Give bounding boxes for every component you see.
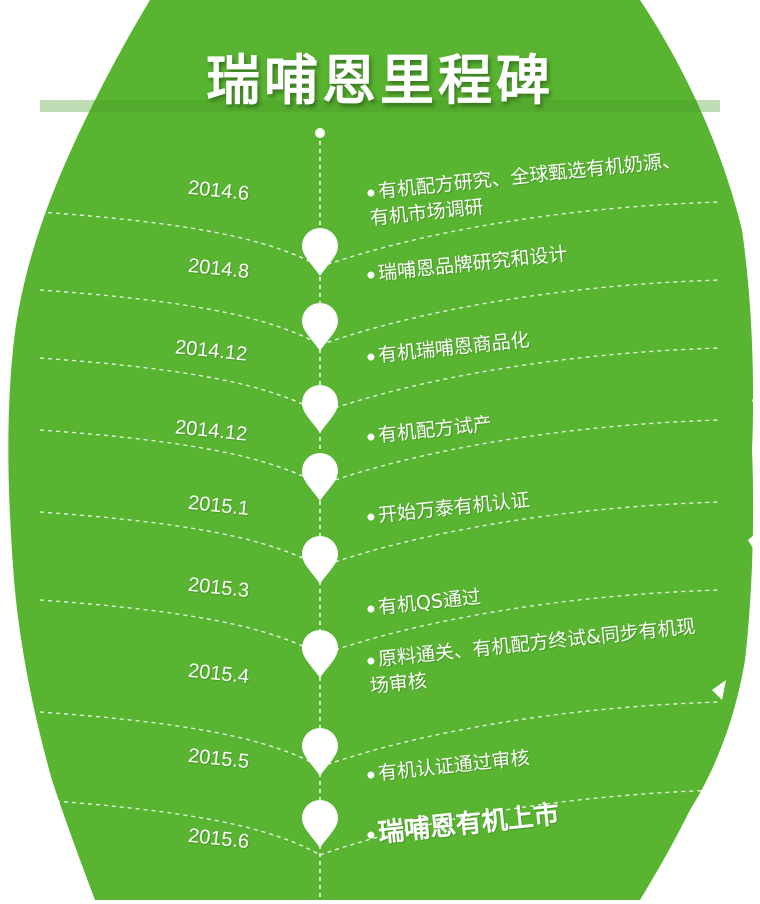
map-pin-icon: [302, 536, 338, 584]
leaf-vein: [39, 799, 321, 856]
leaf-vein: [39, 711, 321, 768]
leaf-vein: [39, 211, 321, 268]
map-pin-icon: [302, 453, 338, 501]
map-pin-icon: [302, 385, 338, 433]
map-pin-icon: [302, 303, 338, 351]
leaf-veins: [39, 201, 721, 856]
bullet-dot: [367, 657, 375, 665]
map-pin-icon: [302, 728, 338, 776]
leaf-vein: [39, 357, 321, 414]
bullet-dot: [367, 831, 375, 839]
leaf-shape: [8, 0, 754, 900]
leaf-vein: [39, 429, 321, 486]
timeline-pins: [302, 228, 338, 848]
map-pin-icon: [302, 228, 338, 276]
bullet-dot: [367, 513, 375, 521]
map-pin-icon: [302, 630, 338, 678]
bullet-dot: [367, 771, 375, 779]
leaf-vein: [39, 289, 321, 346]
bullet-dot: [367, 353, 375, 361]
bullet-dot: [367, 271, 375, 279]
bullet-dot: [367, 189, 375, 197]
bullet-dot: [367, 433, 375, 441]
leaf-vein: [39, 599, 321, 656]
page-title: 瑞哺恩里程碑: [206, 49, 554, 112]
bullet-dot: [367, 605, 375, 613]
leaf-vein: [39, 511, 321, 568]
map-pin-icon: [302, 800, 338, 848]
